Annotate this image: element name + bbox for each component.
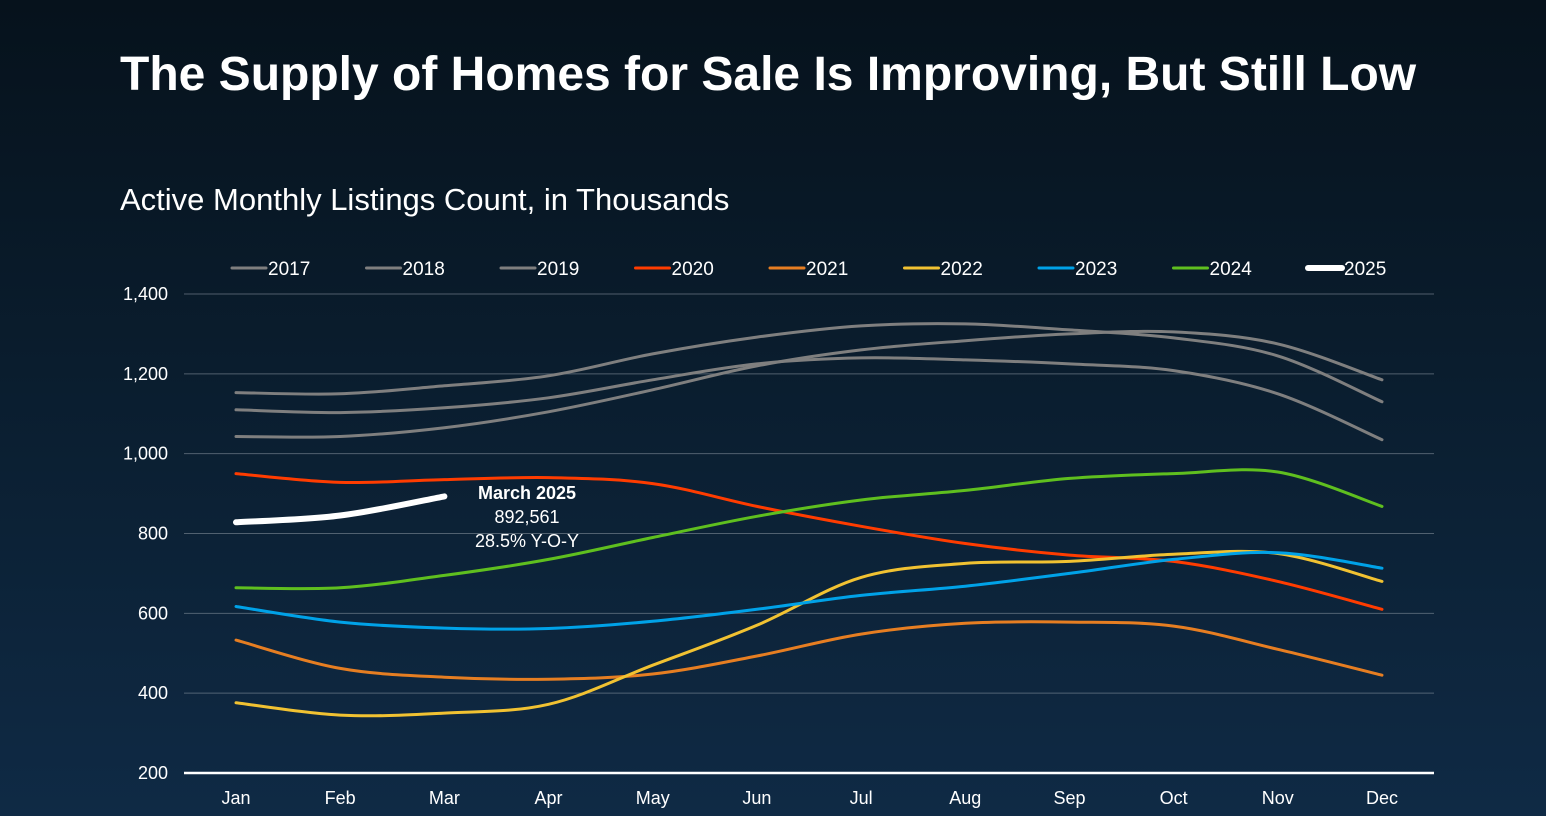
legend-label-2024: 2024 (1210, 259, 1253, 280)
series-line-2024 (234, 468, 1384, 591)
legend-label-2022: 2022 (941, 259, 983, 280)
x-tick-label: Mar (429, 788, 460, 808)
y-tick-label: 1,400 (123, 284, 168, 304)
series-line-2025 (233, 493, 448, 526)
legend-label-2025: 2025 (1344, 259, 1386, 280)
x-tick-label: Jun (742, 788, 771, 808)
series-line-2022 (234, 549, 1384, 718)
legend-label-2019: 2019 (537, 259, 579, 280)
series-line-2018 (234, 329, 1384, 439)
series-line-2021 (234, 620, 1384, 681)
annotation: March 2025 892,561 28.5% Y-O-Y (475, 483, 579, 551)
legend-label-2017: 2017 (268, 259, 310, 280)
legend: 2017 2018 2019 2020 2021 2022 2023 2024 2025 (230, 259, 1386, 280)
x-tick-label: Nov (1262, 788, 1294, 808)
x-tick-label: Oct (1160, 788, 1188, 808)
series-line-2023 (234, 550, 1384, 631)
y-tick-label: 800 (138, 524, 168, 544)
page-subtitle: Active Monthly Listings Count, in Thousa… (120, 182, 730, 217)
series-line-2019 (234, 356, 1384, 442)
page-title: The Supply of Homes for Sale Is Improvin… (120, 48, 1417, 101)
legend-label-2018: 2018 (403, 259, 445, 280)
y-tick-label: 200 (138, 763, 168, 783)
x-tick-label: Dec (1366, 788, 1398, 808)
y-tick-label: 1,200 (123, 364, 168, 384)
grid-lines (184, 293, 1434, 694)
annotation-title: March 2025 (478, 483, 576, 503)
y-tick-label: 600 (138, 603, 168, 623)
y-tick-label: 400 (138, 683, 168, 703)
axes: 200 400 600 800 1,000 1,200 1,400 Jan Feb Mar Apr M… (123, 284, 1434, 808)
legend-label-2023: 2023 (1075, 259, 1117, 280)
y-tick-label: 1,000 (123, 444, 168, 464)
annotation-value: 892,561 (494, 507, 559, 527)
annotation-change: 28.5% Y-O-Y (475, 531, 579, 551)
line-chart: 200 400 600 800 1,000 1,200 1,400 Jan Feb Mar Apr M… (123, 259, 1434, 808)
x-tick-label: Aug (949, 788, 981, 808)
series-line-2017 (234, 322, 1384, 404)
x-tick-label: Jul (850, 788, 873, 808)
x-tick-label: Sep (1053, 788, 1085, 808)
legend-label-2020: 2020 (672, 259, 714, 280)
series-lines (233, 322, 1384, 718)
x-tick-label: Jan (221, 788, 250, 808)
legend-label-2021: 2021 (806, 259, 848, 280)
x-tick-label: May (636, 788, 670, 808)
x-tick-label: Feb (325, 788, 356, 808)
series-line-2020 (234, 472, 1384, 611)
x-tick-label: Apr (535, 788, 563, 808)
